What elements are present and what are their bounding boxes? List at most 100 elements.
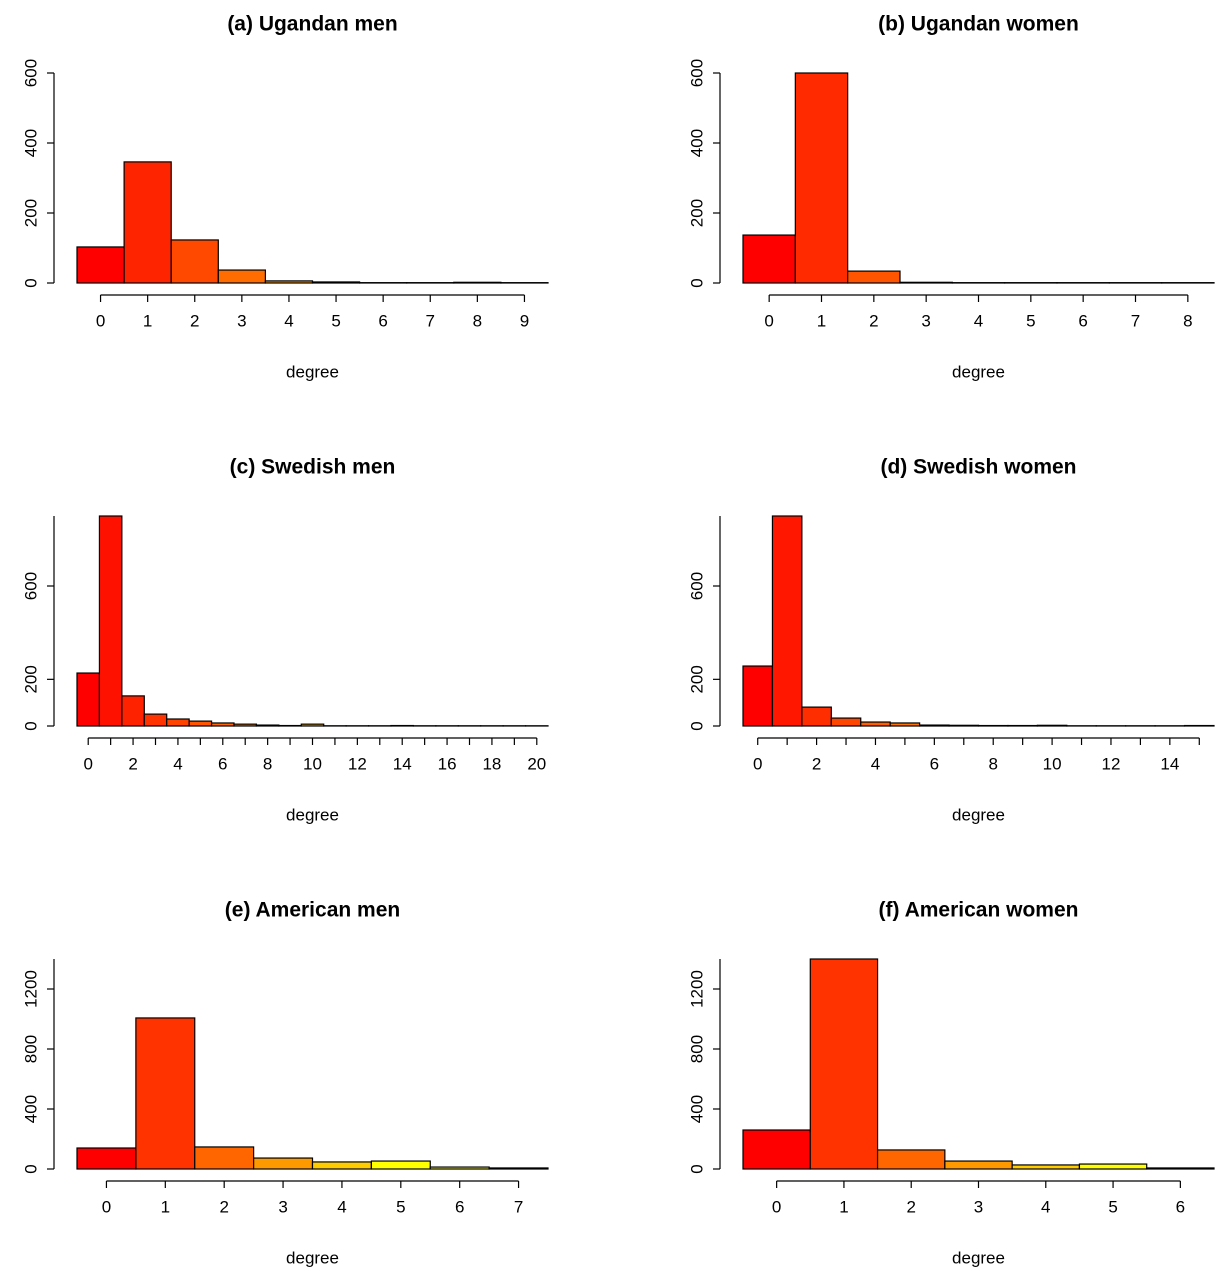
y-tick-label: 800 bbox=[687, 1035, 706, 1063]
bar bbox=[919, 724, 950, 727]
x-tick-label: 1 bbox=[161, 1197, 170, 1216]
bar bbox=[944, 1160, 1013, 1170]
x-tick-label: 4 bbox=[1041, 1197, 1050, 1216]
x-tick-label: 2 bbox=[812, 754, 821, 773]
bar bbox=[876, 1149, 946, 1170]
panel-title: (a) Ugandan men bbox=[227, 13, 397, 36]
bar bbox=[255, 724, 280, 727]
x-tick-label: 8 bbox=[988, 754, 997, 773]
x-tick-label: 12 bbox=[348, 754, 367, 773]
x-tick-label: 10 bbox=[303, 754, 322, 773]
y-tick-label: 800 bbox=[21, 1035, 40, 1063]
bar bbox=[170, 239, 219, 284]
y-tick-label: 200 bbox=[21, 665, 40, 693]
y-tick-label: 600 bbox=[21, 59, 40, 87]
y-tick-label: 0 bbox=[687, 278, 706, 287]
y-tick-label: 200 bbox=[687, 199, 706, 227]
bar bbox=[742, 1129, 811, 1170]
x-tick-label: 6 bbox=[1078, 311, 1087, 330]
y-tick-label: 400 bbox=[21, 129, 40, 157]
panel-title: (f) American women bbox=[879, 899, 1079, 922]
y-tick-label: 0 bbox=[21, 278, 40, 287]
x-tick-label: 14 bbox=[1160, 754, 1179, 773]
panel: (f) American women degree 0 400 800 1200 0 1 2 3 4… bbox=[687, 899, 1215, 1267]
bar bbox=[123, 161, 172, 284]
x-tick-label: 0 bbox=[772, 1197, 781, 1216]
y-tick-label: 200 bbox=[687, 665, 706, 693]
bar bbox=[300, 723, 325, 727]
x-tick-label: 0 bbox=[96, 311, 105, 330]
y-tick-label: 600 bbox=[687, 59, 706, 87]
bar bbox=[453, 281, 502, 284]
bar bbox=[143, 713, 168, 727]
x-tick-label: 2 bbox=[906, 1197, 915, 1216]
bar bbox=[210, 722, 235, 727]
x-tick-label: 6 bbox=[930, 754, 939, 773]
x-tick-label: 0 bbox=[83, 754, 92, 773]
x-axis-label: degree bbox=[286, 1248, 339, 1267]
x-tick-label: 3 bbox=[278, 1197, 287, 1216]
x-tick-label: 1 bbox=[839, 1197, 848, 1216]
x-tick-label: 5 bbox=[1108, 1197, 1117, 1216]
x-tick-label: 8 bbox=[1183, 311, 1192, 330]
x-tick-label: 18 bbox=[482, 754, 501, 773]
x-tick-label: 1 bbox=[817, 311, 826, 330]
x-tick-label: 5 bbox=[331, 311, 340, 330]
x-tick-label: 12 bbox=[1102, 754, 1121, 773]
x-tick-label: 4 bbox=[173, 754, 182, 773]
bar bbox=[830, 717, 862, 727]
x-tick-label: 4 bbox=[284, 311, 293, 330]
bar bbox=[1078, 1163, 1148, 1170]
bar bbox=[370, 1160, 431, 1170]
x-tick-label: 14 bbox=[393, 754, 412, 773]
panel: (e) American men degree 0 400 800 1200 0 1 2 3 4 5 6… bbox=[21, 899, 549, 1267]
x-tick-label: 9 bbox=[520, 311, 529, 330]
x-tick-label: 2 bbox=[869, 311, 878, 330]
bar bbox=[801, 706, 832, 727]
bar bbox=[794, 72, 849, 284]
x-tick-label: 5 bbox=[396, 1197, 405, 1216]
bar bbox=[264, 280, 314, 284]
x-axis-label: degree bbox=[286, 805, 339, 824]
x-tick-label: 7 bbox=[514, 1197, 523, 1216]
x-tick-label: 20 bbox=[527, 754, 546, 773]
bar bbox=[742, 665, 774, 727]
x-tick-label: 0 bbox=[102, 1197, 111, 1216]
bar bbox=[809, 958, 879, 1170]
panel: (a) Ugandan men degree 0 200 400 600 0 1 2 3 4 5 6 7 8… bbox=[21, 13, 549, 381]
bar bbox=[135, 1017, 196, 1170]
x-tick-label: 2 bbox=[219, 1197, 228, 1216]
x-tick-label: 0 bbox=[764, 311, 773, 330]
x-tick-label: 6 bbox=[1176, 1197, 1185, 1216]
y-tick-label: 1200 bbox=[687, 970, 706, 1008]
y-tick-label: 0 bbox=[21, 1164, 40, 1173]
y-tick-label: 0 bbox=[687, 1164, 706, 1173]
x-tick-label: 1 bbox=[143, 311, 152, 330]
bar bbox=[76, 672, 101, 727]
bar bbox=[429, 1166, 490, 1170]
panel-title: (b) Ugandan women bbox=[878, 13, 1079, 36]
x-tick-label: 6 bbox=[455, 1197, 464, 1216]
x-tick-label: 4 bbox=[871, 754, 880, 773]
panel-title: (e) American men bbox=[225, 899, 400, 922]
x-tick-label: 3 bbox=[921, 311, 930, 330]
y-tick-label: 0 bbox=[21, 721, 40, 730]
x-tick-label: 16 bbox=[438, 754, 457, 773]
x-tick-label: 2 bbox=[128, 754, 137, 773]
bar bbox=[771, 515, 803, 727]
x-tick-label: 6 bbox=[378, 311, 387, 330]
bar bbox=[1036, 724, 1068, 727]
panel: (c) Swedish men degree 0 200 600 0 2 4 6 8 10 12 14 1… bbox=[21, 456, 549, 824]
bar bbox=[233, 723, 258, 727]
bar bbox=[188, 720, 213, 727]
panel-title: (d) Swedish women bbox=[880, 456, 1076, 479]
bar bbox=[948, 724, 980, 727]
bar bbox=[742, 234, 796, 284]
bar bbox=[860, 721, 891, 727]
y-tick-label: 400 bbox=[21, 1095, 40, 1123]
x-tick-label: 7 bbox=[426, 311, 435, 330]
bar bbox=[1011, 1164, 1081, 1170]
bar bbox=[121, 695, 145, 727]
x-axis-label: degree bbox=[952, 362, 1005, 381]
bar bbox=[311, 281, 361, 284]
